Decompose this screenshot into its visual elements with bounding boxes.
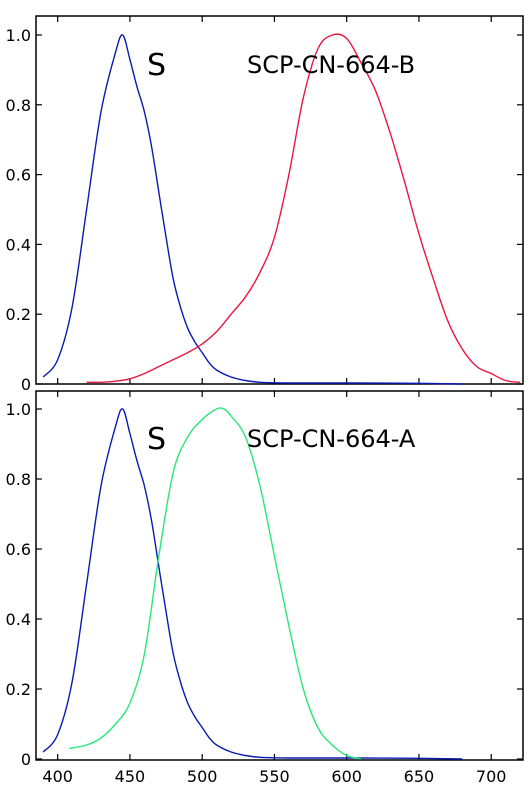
y-tick-label: 0.4 bbox=[6, 610, 31, 629]
y-tick-label: 0.4 bbox=[6, 235, 31, 254]
y-tick-label: 0.2 bbox=[6, 680, 31, 699]
x-tick-label: 500 bbox=[187, 767, 218, 786]
y-tick-label: 0.2 bbox=[6, 305, 31, 324]
top-chart-panel: 0 0.2 0.4 0.6 0.8 1.0 S SCP-CN-664-B bbox=[6, 15, 524, 394]
annotation-s: S bbox=[147, 422, 166, 457]
series-line-scp-cn-664-b bbox=[86, 33, 521, 384]
x-tick-label: 650 bbox=[404, 767, 435, 786]
x-tick-label: 700 bbox=[476, 767, 507, 786]
y-tick-label: 0.6 bbox=[6, 540, 31, 559]
series-line-s bbox=[42, 34, 463, 385]
y-tick-label: 0 bbox=[21, 750, 31, 769]
x-tick-label: 550 bbox=[259, 767, 290, 786]
annotation-sample-name: SCP-CN-664-B bbox=[247, 51, 415, 79]
series-line-scp-cn-664-a bbox=[69, 407, 362, 760]
y-tick-label: 0.6 bbox=[6, 166, 31, 185]
x-tick-label: 400 bbox=[42, 767, 73, 786]
x-tick-label: 450 bbox=[115, 767, 146, 786]
y-tick-label: 0 bbox=[21, 375, 31, 394]
y-tick-label: 0.8 bbox=[6, 96, 31, 115]
plot-frame bbox=[35, 390, 524, 761]
y-tick-label: 0.8 bbox=[6, 470, 31, 489]
series-line-s bbox=[42, 408, 463, 760]
annotation-sample-name: SCP-CN-664-A bbox=[247, 425, 416, 453]
x-tick-label: 600 bbox=[331, 767, 362, 786]
plot-frame bbox=[35, 15, 524, 385]
bottom-chart-panel: 0 0.2 0.4 0.6 0.8 1.0 400 450 500 550 600 650 700 S SC… bbox=[6, 390, 524, 786]
y-tick-label: 1.0 bbox=[6, 26, 31, 45]
y-tick-label: 1.0 bbox=[6, 400, 31, 419]
annotation-s: S bbox=[147, 48, 166, 83]
